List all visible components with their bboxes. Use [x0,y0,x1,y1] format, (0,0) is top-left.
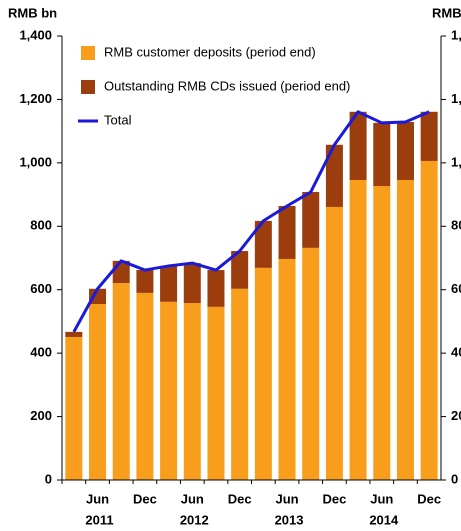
bar-segment [136,292,154,480]
legend-swatch [81,80,95,94]
bar-segment [278,258,296,480]
bar-segment [349,179,367,481]
y2-tick-label: 400 [451,345,461,360]
y-tick-label: 1,400 [19,27,52,42]
y-tick-label: 1,200 [19,91,52,106]
bar-segment [349,111,367,180]
bar-segment [420,111,438,161]
year-label: 2014 [369,512,399,527]
bar-segment [373,186,391,480]
y2-tick-label: 1,000 [451,154,461,169]
legend-swatch [81,46,95,60]
bar-segment [302,192,320,248]
bar-segment [420,160,438,480]
x-tick-label: Jun [181,491,204,506]
bar-segment [254,267,272,480]
bar-segment [302,247,320,480]
bar-segment [112,283,130,480]
bar-segment [89,303,107,480]
bar-segment [89,288,107,304]
bar-segment [231,288,249,480]
x-tick-label: Jun [275,491,298,506]
bar-segment [231,251,249,289]
y-tick-label: 0 [45,471,52,486]
x-tick-label: Dec [417,491,441,506]
x-tick-label: Dec [322,491,346,506]
legend-label: Outstanding RMB CDs issued (period end) [104,78,350,93]
year-label: 2013 [275,512,304,527]
x-tick-label: Jun [86,491,109,506]
y2-tick-label: 0 [451,471,458,486]
y2-tick-label: 600 [451,281,461,296]
total-line [72,110,430,333]
legend-label: RMB customer deposits (period end) [104,44,316,59]
y-axis-title: RMB bn [8,5,57,20]
bar-segment [254,220,272,268]
bar-segment [160,265,178,302]
bar-segment [325,144,343,207]
bar-segment [136,270,154,293]
bar-segment [183,263,201,304]
bar-segment [207,306,225,480]
bar-segment [160,301,178,480]
y-tick-label: 200 [30,408,52,423]
bar-segment [183,303,201,480]
year-label: 2011 [85,512,113,527]
y-tick-label: 1,000 [19,154,52,169]
bar-segment [396,179,414,481]
x-tick-label: Dec [228,491,252,506]
y2-tick-label: 200 [451,408,461,423]
x-tick-label: Jun [370,491,393,506]
bar-segment [396,121,414,180]
y2-tick-label: 800 [451,218,461,233]
bar-segment [207,270,225,307]
y-tick-label: 400 [30,345,52,360]
y-tick-label: 600 [30,281,52,296]
year-label: 2012 [180,512,209,527]
y2-tick-label: 1,400 [451,27,461,42]
bar-segment [65,336,83,480]
bar-segment [65,331,83,337]
y2-tick-label: 1,200 [451,91,461,106]
y-tick-label: 800 [30,218,52,233]
x-tick-label: Dec [133,491,157,506]
bar-segment [373,122,391,187]
bar-segment [325,206,343,480]
bar-segment [278,205,296,259]
legend-label: Total [104,112,132,127]
y2-axis-title: RMB bn [432,5,461,20]
